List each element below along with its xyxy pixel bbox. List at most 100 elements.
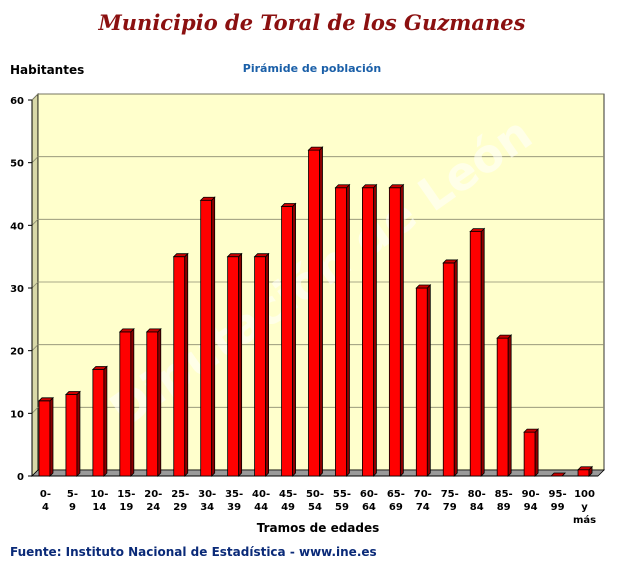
gridline-diagonal xyxy=(31,93,39,101)
bar-front xyxy=(308,149,320,477)
bar-side xyxy=(211,196,216,477)
bar-side xyxy=(76,390,81,477)
x-tick-label: 60-64 xyxy=(360,489,378,513)
bar-top xyxy=(496,334,513,339)
bar-front xyxy=(146,331,159,477)
y-axis-title: Habitantes xyxy=(10,63,85,77)
x-tick-label: 20-24 xyxy=(144,489,162,513)
y-tick-label: 10 xyxy=(10,409,24,420)
bar-top xyxy=(64,391,81,395)
bar-side xyxy=(49,396,54,477)
x-tick-label: 25-29 xyxy=(171,489,189,513)
bar-top xyxy=(38,397,54,402)
bar xyxy=(415,284,432,477)
bar-top xyxy=(550,472,567,477)
x-tick-label: 10-14 xyxy=(90,489,108,513)
bar-front xyxy=(523,431,536,477)
gridline-diagonal xyxy=(31,281,39,289)
x-tick-label: 75-79 xyxy=(441,489,459,513)
gridline-diagonal xyxy=(31,156,39,163)
x-tick-label: 5-9 xyxy=(67,489,78,513)
x-tick-labels: 0-4 5-9 10-14 15-19 20-24 25-29 30-34 35-39 40-4… xyxy=(40,489,596,526)
x-axis-title: Tramos de edades xyxy=(257,521,380,535)
bar xyxy=(145,327,162,477)
gridline-diagonal xyxy=(31,407,39,414)
y-tick-label: 50 xyxy=(10,159,24,170)
bar-side xyxy=(346,183,350,477)
bar-front xyxy=(281,206,293,477)
bars xyxy=(38,146,593,477)
bar xyxy=(253,252,270,477)
bar-side xyxy=(130,327,135,477)
bar-front xyxy=(335,187,347,477)
bar-side xyxy=(534,428,539,477)
bar-side xyxy=(319,146,323,477)
bar-top xyxy=(523,428,540,433)
bar-side xyxy=(265,252,269,477)
gridline-diagonal xyxy=(31,344,39,351)
bar-top xyxy=(307,146,324,151)
bar-front xyxy=(388,187,401,477)
bar-top xyxy=(226,253,243,258)
bar xyxy=(280,202,297,477)
x-tick-label: 95-99 xyxy=(549,489,567,513)
gridline-diagonal xyxy=(31,219,39,226)
x-tick-label: 15-19 xyxy=(117,489,135,513)
source-note: Fuente: Instituto Nacional de Estadístic… xyxy=(10,545,377,559)
bar-top xyxy=(334,184,351,189)
y-tick-labels: 0 10 20 30 40 50 60 xyxy=(10,96,24,483)
bar xyxy=(577,465,593,477)
y-tick-label: 60 xyxy=(10,96,24,107)
bar xyxy=(199,196,216,477)
x-tick-label: 30-34 xyxy=(198,489,216,513)
bar xyxy=(64,390,81,477)
x-tick-label: 0-4 xyxy=(40,489,51,513)
bar-front xyxy=(469,231,482,477)
bar-top xyxy=(577,466,593,471)
bar xyxy=(469,227,486,477)
bar-top xyxy=(442,259,459,264)
bar-top xyxy=(361,184,378,189)
chart-title: Pirámide de población xyxy=(242,62,382,75)
bar-front xyxy=(200,199,213,477)
bar-side xyxy=(157,327,162,477)
bar xyxy=(91,365,108,477)
y-tick-label: 0 xyxy=(17,472,24,483)
bar xyxy=(550,472,567,477)
bar-top xyxy=(91,366,108,370)
bar-top xyxy=(253,253,270,258)
y-tick-label: 30 xyxy=(10,284,24,295)
bar xyxy=(118,327,135,477)
bar-top xyxy=(388,184,405,189)
bar-front xyxy=(65,394,78,477)
bar xyxy=(388,183,405,477)
y-tick-label: 40 xyxy=(10,221,24,232)
bar-front xyxy=(227,256,240,477)
bar-side xyxy=(373,183,377,477)
bar-side xyxy=(184,252,189,477)
bar-side xyxy=(103,365,108,477)
bar-side xyxy=(480,227,485,477)
bar-front xyxy=(577,469,590,477)
bar-top xyxy=(145,328,162,333)
bar-top xyxy=(469,228,486,233)
bar-front xyxy=(442,262,455,477)
bar-side xyxy=(292,202,296,477)
bar xyxy=(496,334,513,477)
bar xyxy=(361,183,378,477)
bar-side xyxy=(453,258,458,477)
x-tick-label: 35-39 xyxy=(225,489,243,513)
x-tick-label: 65-69 xyxy=(387,489,405,513)
bar-front xyxy=(119,331,132,477)
bar-top xyxy=(172,253,189,258)
bar-top xyxy=(415,284,432,289)
bar xyxy=(523,428,540,477)
bar-front xyxy=(415,287,428,477)
y-tick-label: 20 xyxy=(10,347,24,358)
bar xyxy=(334,183,351,477)
page-title: Municipio de Toral de los Guzmanes xyxy=(98,10,526,35)
bar-front xyxy=(496,337,509,477)
bar-top xyxy=(199,196,216,201)
x-tick-label: 70-74 xyxy=(414,489,432,513)
